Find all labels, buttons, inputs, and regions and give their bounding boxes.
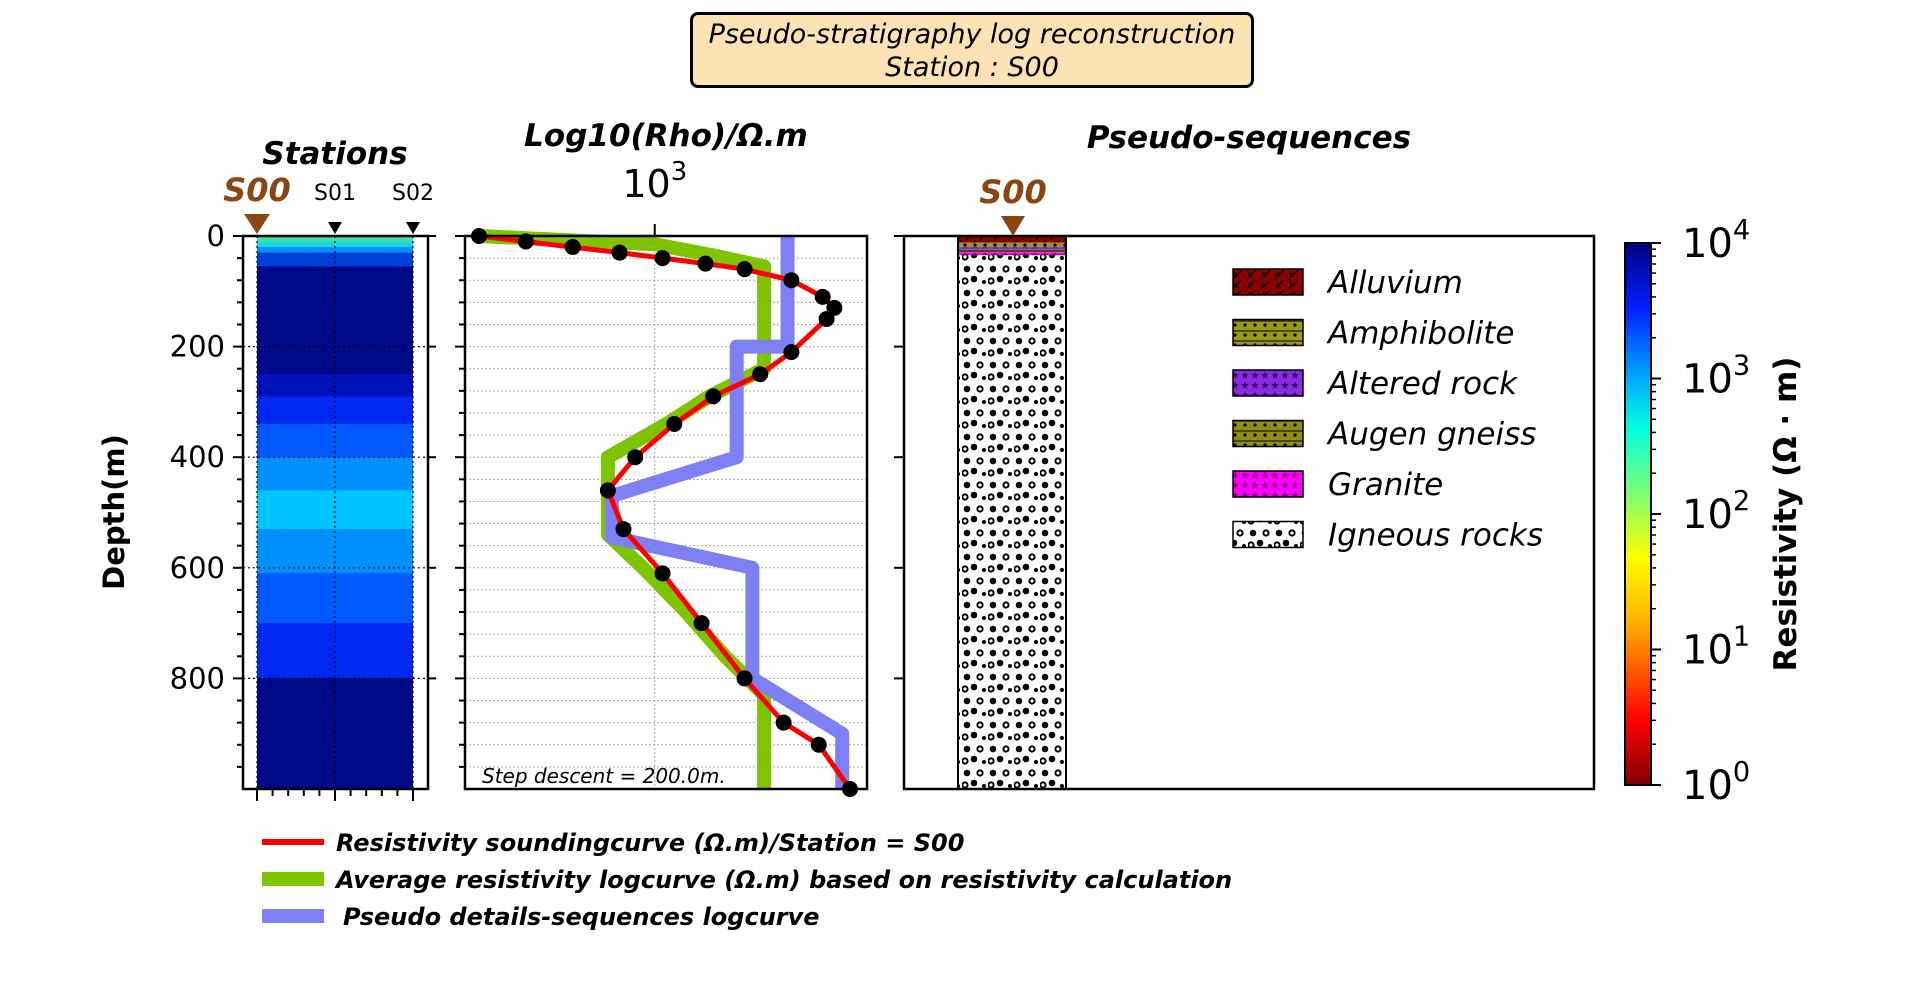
- station-label: S00: [979, 173, 1047, 211]
- title-line-2: Station : S00: [885, 52, 1059, 83]
- legend-label: Average resistivity logcurve (Ω.m) based…: [334, 866, 1232, 894]
- resistivity-band: [257, 247, 413, 254]
- data-point: [517, 233, 534, 250]
- legend-label: Granite: [1328, 467, 1443, 503]
- data-point: [810, 736, 827, 753]
- legend-label: Amphibolite: [1326, 316, 1514, 352]
- log-frame: [463, 234, 869, 791]
- station-marker: [244, 214, 270, 234]
- data-point: [783, 344, 800, 361]
- sequences-title: Pseudo-sequences: [1087, 120, 1411, 156]
- data-point: [697, 255, 714, 272]
- data-point: [826, 299, 843, 316]
- y-tick-label: 800: [170, 661, 225, 695]
- legend-swatch: [1232, 470, 1304, 498]
- resistivity-band: [257, 374, 413, 397]
- colorbar-tick-label: 101: [1682, 622, 1750, 674]
- station-marker: [406, 222, 420, 234]
- colorbar: 100 101 102 103 104 Resistivity (Ω · m): [1624, 215, 1804, 809]
- data-point: [705, 388, 722, 405]
- legend-swatch: [1232, 520, 1304, 549]
- lithology-layer: [958, 255, 1066, 790]
- colorbar-gradient: [1624, 242, 1652, 786]
- data-point: [752, 366, 769, 383]
- step-descent-note: Step descent = 200.0m.: [482, 764, 726, 788]
- legend-swatch: [1232, 268, 1304, 296]
- colorbar-label: Resistivity (Ω · m): [1768, 357, 1804, 672]
- data-point: [693, 615, 710, 632]
- data-point: [599, 482, 616, 499]
- title-line-1: Pseudo-stratigraphy log reconstruction: [708, 19, 1236, 50]
- station-marker: [1001, 216, 1025, 236]
- colorbar-tick-label: 102: [1682, 486, 1750, 538]
- data-point: [611, 244, 628, 261]
- legend-label: Augen gneiss: [1326, 417, 1536, 453]
- sequences-panel: Pseudo-sequences S00 Alluvium Amphibolite Al…: [894, 120, 1596, 791]
- lithology-layer: [958, 242, 1066, 248]
- resistivity-band: [257, 396, 413, 425]
- y-tick-label: 400: [170, 440, 225, 474]
- series-line: [478, 229, 772, 789]
- resistivity-band: [257, 252, 413, 268]
- station-marker: [328, 222, 342, 234]
- legend-label: Alluvium: [1326, 265, 1463, 301]
- colorbar-tick-label: 103: [1682, 351, 1750, 403]
- lithology-layer: [958, 236, 1066, 243]
- data-point: [783, 272, 800, 289]
- data-point: [654, 565, 671, 582]
- data-point: [818, 310, 835, 327]
- log-title: Log10(Rho)/Ω.m: [524, 118, 808, 154]
- legend-label: Pseudo details-sequences logcurve: [343, 903, 820, 931]
- depth-axis-label: Depth(m): [97, 434, 131, 590]
- legend-swatch: [1232, 419, 1304, 448]
- y-tick-label: 200: [170, 330, 225, 364]
- data-point: [564, 239, 581, 256]
- legend-label: Resistivity soundingcurve (Ω.m)/Station …: [336, 829, 964, 857]
- colorbar-tick-label: 104: [1682, 215, 1750, 267]
- y-tick-label: 600: [170, 551, 225, 585]
- series-legend: Resistivity soundingcurve (Ω.m)/Station …: [262, 829, 1232, 931]
- colorbar-tick-label: 100: [1682, 757, 1750, 809]
- data-point: [666, 416, 683, 433]
- data-point: [627, 449, 644, 466]
- lithology-layer: [958, 247, 1066, 250]
- data-point: [654, 250, 671, 267]
- title-box: Pseudo-stratigraphy log reconstruction S…: [690, 12, 1254, 88]
- sequences-frame: [902, 234, 1596, 791]
- station-label: S02: [392, 181, 434, 206]
- legend-swatch: [1232, 369, 1304, 397]
- data-point: [615, 521, 632, 538]
- data-point: [736, 670, 753, 687]
- lithology-layer: [958, 252, 1066, 256]
- y-tick-label: 0: [207, 219, 225, 253]
- station-label: S01: [314, 181, 356, 206]
- data-point: [775, 714, 792, 731]
- data-point: [736, 261, 753, 278]
- legend-swatch: [1232, 318, 1304, 347]
- lithology-layer: [958, 249, 1066, 253]
- series-line: [604, 236, 850, 789]
- legend-label: Igneous rocks: [1328, 518, 1543, 554]
- stations-title: Stations: [262, 136, 407, 172]
- resistivity-band: [257, 236, 413, 243]
- resistivity-band: [257, 241, 413, 248]
- station-label: S00: [223, 171, 291, 209]
- legend-label: Altered rock: [1326, 366, 1518, 402]
- data-point: [814, 288, 831, 305]
- x-tick-label: 103: [622, 157, 687, 206]
